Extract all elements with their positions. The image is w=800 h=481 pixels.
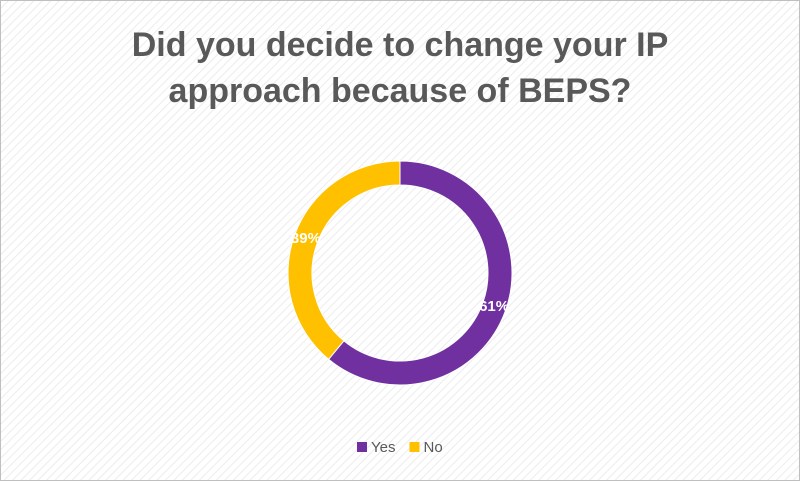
data-label: 61% <box>479 298 509 315</box>
legend-swatch <box>409 442 420 452</box>
donut-segment <box>287 160 401 361</box>
legend-label: Yes <box>371 439 395 456</box>
legend-swatch <box>357 442 367 452</box>
chart-title: Did you decide to change your IP approac… <box>131 26 669 110</box>
data-label: 39% <box>291 230 321 247</box>
legend-label: No <box>423 439 442 456</box>
donut-segment <box>327 160 513 386</box>
